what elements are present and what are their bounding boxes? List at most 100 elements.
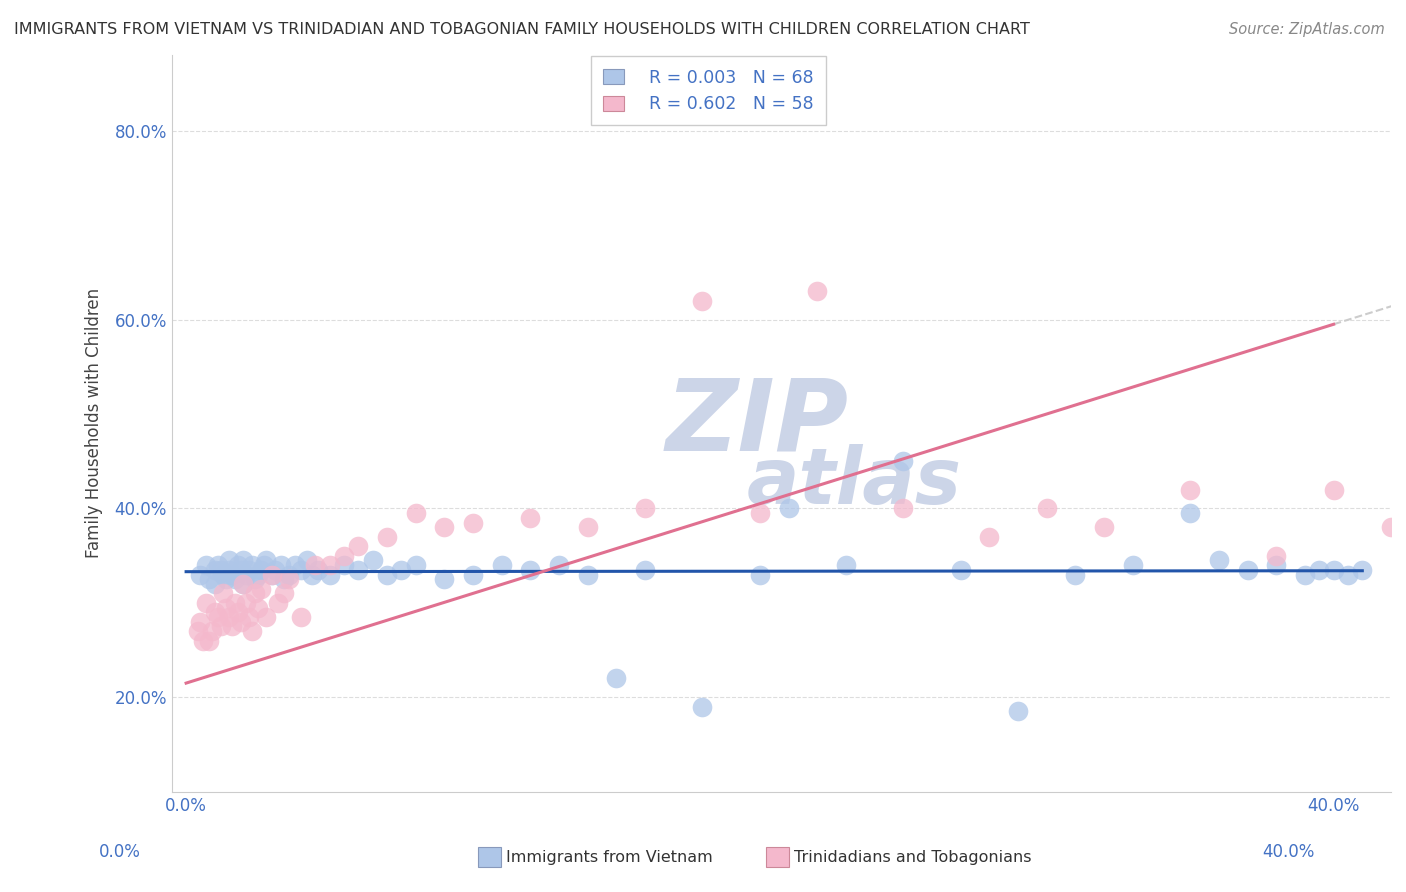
Point xyxy=(235,567,257,582)
Point xyxy=(333,549,356,563)
Point xyxy=(361,553,384,567)
Point xyxy=(212,586,235,600)
Point xyxy=(270,558,292,572)
Point xyxy=(278,567,301,582)
Point xyxy=(307,563,329,577)
Point xyxy=(295,553,318,567)
Text: Immigrants from Vietnam: Immigrants from Vietnam xyxy=(506,850,713,864)
Point xyxy=(243,572,266,586)
Point xyxy=(433,572,456,586)
Point xyxy=(209,619,232,633)
Point xyxy=(226,605,249,619)
Point xyxy=(1092,520,1115,534)
Point xyxy=(318,567,340,582)
Point xyxy=(232,553,254,567)
Point xyxy=(461,516,484,530)
Point xyxy=(256,553,278,567)
Point xyxy=(262,567,284,582)
Point xyxy=(273,586,295,600)
Point xyxy=(1351,563,1374,577)
Point xyxy=(246,567,269,582)
Point xyxy=(198,572,221,586)
Point xyxy=(193,633,215,648)
Point xyxy=(218,563,240,577)
Point xyxy=(190,615,212,629)
Text: 0.0%: 0.0% xyxy=(98,843,141,861)
Point xyxy=(229,563,252,577)
Point xyxy=(347,563,370,577)
Point xyxy=(212,567,235,582)
Text: IMMIGRANTS FROM VIETNAM VS TRINIDADIAN AND TOBAGONIAN FAMILY HOUSEHOLDS WITH CHI: IMMIGRANTS FROM VIETNAM VS TRINIDADIAN A… xyxy=(14,22,1031,37)
Point xyxy=(835,558,858,572)
Point xyxy=(278,572,301,586)
Point xyxy=(1007,705,1029,719)
Text: Source: ZipAtlas.com: Source: ZipAtlas.com xyxy=(1229,22,1385,37)
Point xyxy=(218,553,240,567)
Point xyxy=(1323,483,1346,497)
Point xyxy=(215,572,238,586)
Point xyxy=(207,558,229,572)
Point xyxy=(267,596,290,610)
Point xyxy=(979,530,1001,544)
Point xyxy=(1236,563,1258,577)
Point xyxy=(1180,506,1202,520)
Point xyxy=(1308,563,1330,577)
Point xyxy=(187,624,209,639)
Point xyxy=(235,596,257,610)
Text: atlas: atlas xyxy=(747,444,962,520)
Point xyxy=(221,619,243,633)
Point xyxy=(1379,520,1402,534)
Point xyxy=(1265,558,1288,572)
Point xyxy=(605,672,627,686)
Point xyxy=(249,563,271,577)
Point xyxy=(204,605,226,619)
Point xyxy=(195,558,218,572)
Point xyxy=(519,511,541,525)
Point xyxy=(405,506,427,520)
Point xyxy=(375,530,398,544)
Point xyxy=(243,586,266,600)
Point xyxy=(375,567,398,582)
Point xyxy=(891,454,914,468)
Point xyxy=(347,539,370,553)
Point xyxy=(806,284,828,298)
Point xyxy=(433,520,456,534)
Point xyxy=(1294,567,1316,582)
Point xyxy=(1337,567,1360,582)
Point xyxy=(333,558,356,572)
Point xyxy=(224,572,246,586)
Point xyxy=(240,624,263,639)
Point xyxy=(232,577,254,591)
Point xyxy=(1122,558,1144,572)
Point xyxy=(249,582,271,596)
Point xyxy=(949,563,972,577)
Point xyxy=(692,699,714,714)
Point xyxy=(634,501,657,516)
Point xyxy=(218,610,240,624)
Point xyxy=(238,563,260,577)
Point xyxy=(1180,483,1202,497)
Point xyxy=(748,506,770,520)
Point xyxy=(240,558,263,572)
Point xyxy=(284,558,307,572)
Point xyxy=(1064,567,1087,582)
Point xyxy=(201,624,224,639)
Point xyxy=(1208,553,1230,567)
Point xyxy=(634,563,657,577)
Point xyxy=(190,567,212,582)
Point xyxy=(252,558,274,572)
Point xyxy=(273,572,295,586)
Point xyxy=(246,600,269,615)
Point xyxy=(207,610,229,624)
Point xyxy=(204,577,226,591)
Point xyxy=(198,633,221,648)
Point xyxy=(389,563,412,577)
Point xyxy=(519,563,541,577)
Point xyxy=(238,610,260,624)
Text: ZIP: ZIP xyxy=(665,375,848,472)
Point xyxy=(778,501,800,516)
Point xyxy=(204,563,226,577)
Point xyxy=(264,563,287,577)
Text: 40.0%: 40.0% xyxy=(1263,843,1315,861)
Point xyxy=(304,558,326,572)
